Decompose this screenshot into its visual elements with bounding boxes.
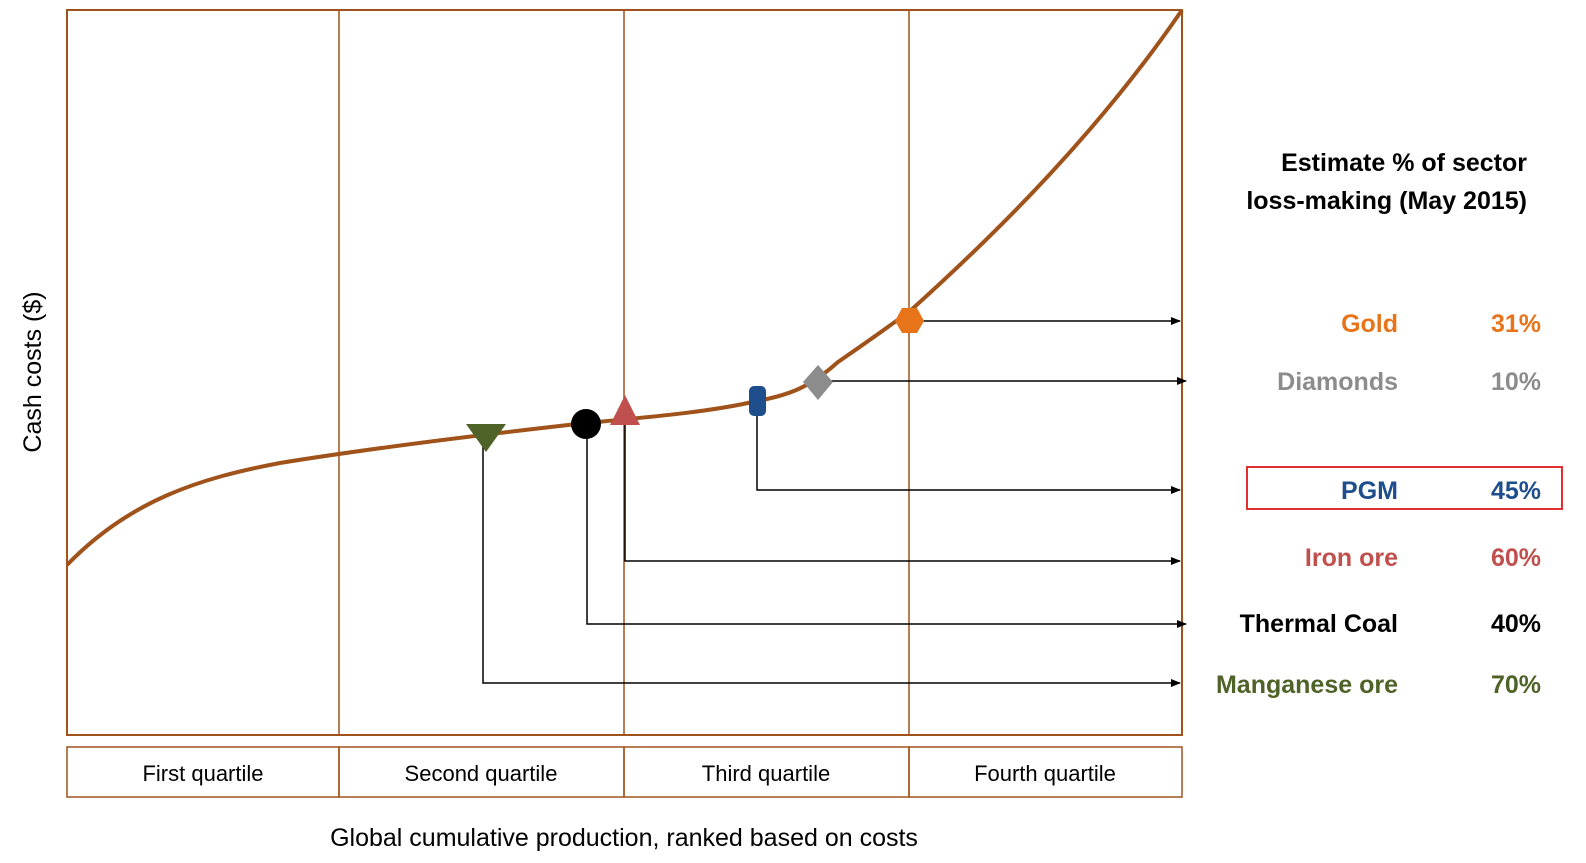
connector-iron-ore: [624, 410, 1181, 565]
legend-value-pgm: 45%: [1491, 477, 1541, 505]
legend-label-manganese-ore: Manganese ore: [1216, 671, 1398, 699]
thermal-coal-marker: [571, 409, 601, 439]
legend-title-line1: Estimate % of sector: [1281, 149, 1527, 177]
pgm-marker: [749, 386, 766, 416]
legend-label-thermal-coal: Thermal Coal: [1240, 610, 1398, 638]
legend-label-gold: Gold: [1341, 310, 1398, 338]
legend-value-thermal-coal: 40%: [1491, 610, 1541, 638]
connector-pgm: [756, 401, 1181, 494]
legend-title-line2: loss-making (May 2015): [1246, 187, 1527, 215]
iron-ore-marker: [610, 395, 640, 425]
quartile-label-third: Third quartile: [702, 761, 830, 786]
legend-label-pgm: PGM: [1341, 477, 1398, 505]
legend-value-diamonds: 10%: [1491, 368, 1541, 396]
quartile-label-first: First quartile: [142, 761, 263, 786]
manganese-ore-marker: [466, 424, 506, 452]
pgm-highlight-box: [1246, 466, 1563, 510]
connector-manganese-ore: [482, 436, 1181, 687]
diamonds-marker: [803, 365, 833, 400]
gold-marker: [895, 308, 924, 333]
legend-value-gold: 31%: [1491, 310, 1541, 338]
y-axis-title: Cash costs ($): [19, 291, 47, 452]
legend-label-iron-ore: Iron ore: [1305, 544, 1398, 572]
legend-label-diamonds: Diamonds: [1277, 368, 1398, 396]
connector-thermal-coal: [586, 424, 1187, 628]
legend-value-manganese-ore: 70%: [1491, 671, 1541, 699]
x-axis-title: Global cumulative production, ranked bas…: [330, 824, 918, 852]
quartile-label-second: Second quartile: [405, 761, 558, 786]
quartile-box: [908, 746, 1183, 798]
legend-value-iron-ore: 60%: [1491, 544, 1541, 572]
quartile-label-fourth: Fourth quartile: [974, 761, 1116, 786]
cost-curve: [65, 8, 1184, 567]
